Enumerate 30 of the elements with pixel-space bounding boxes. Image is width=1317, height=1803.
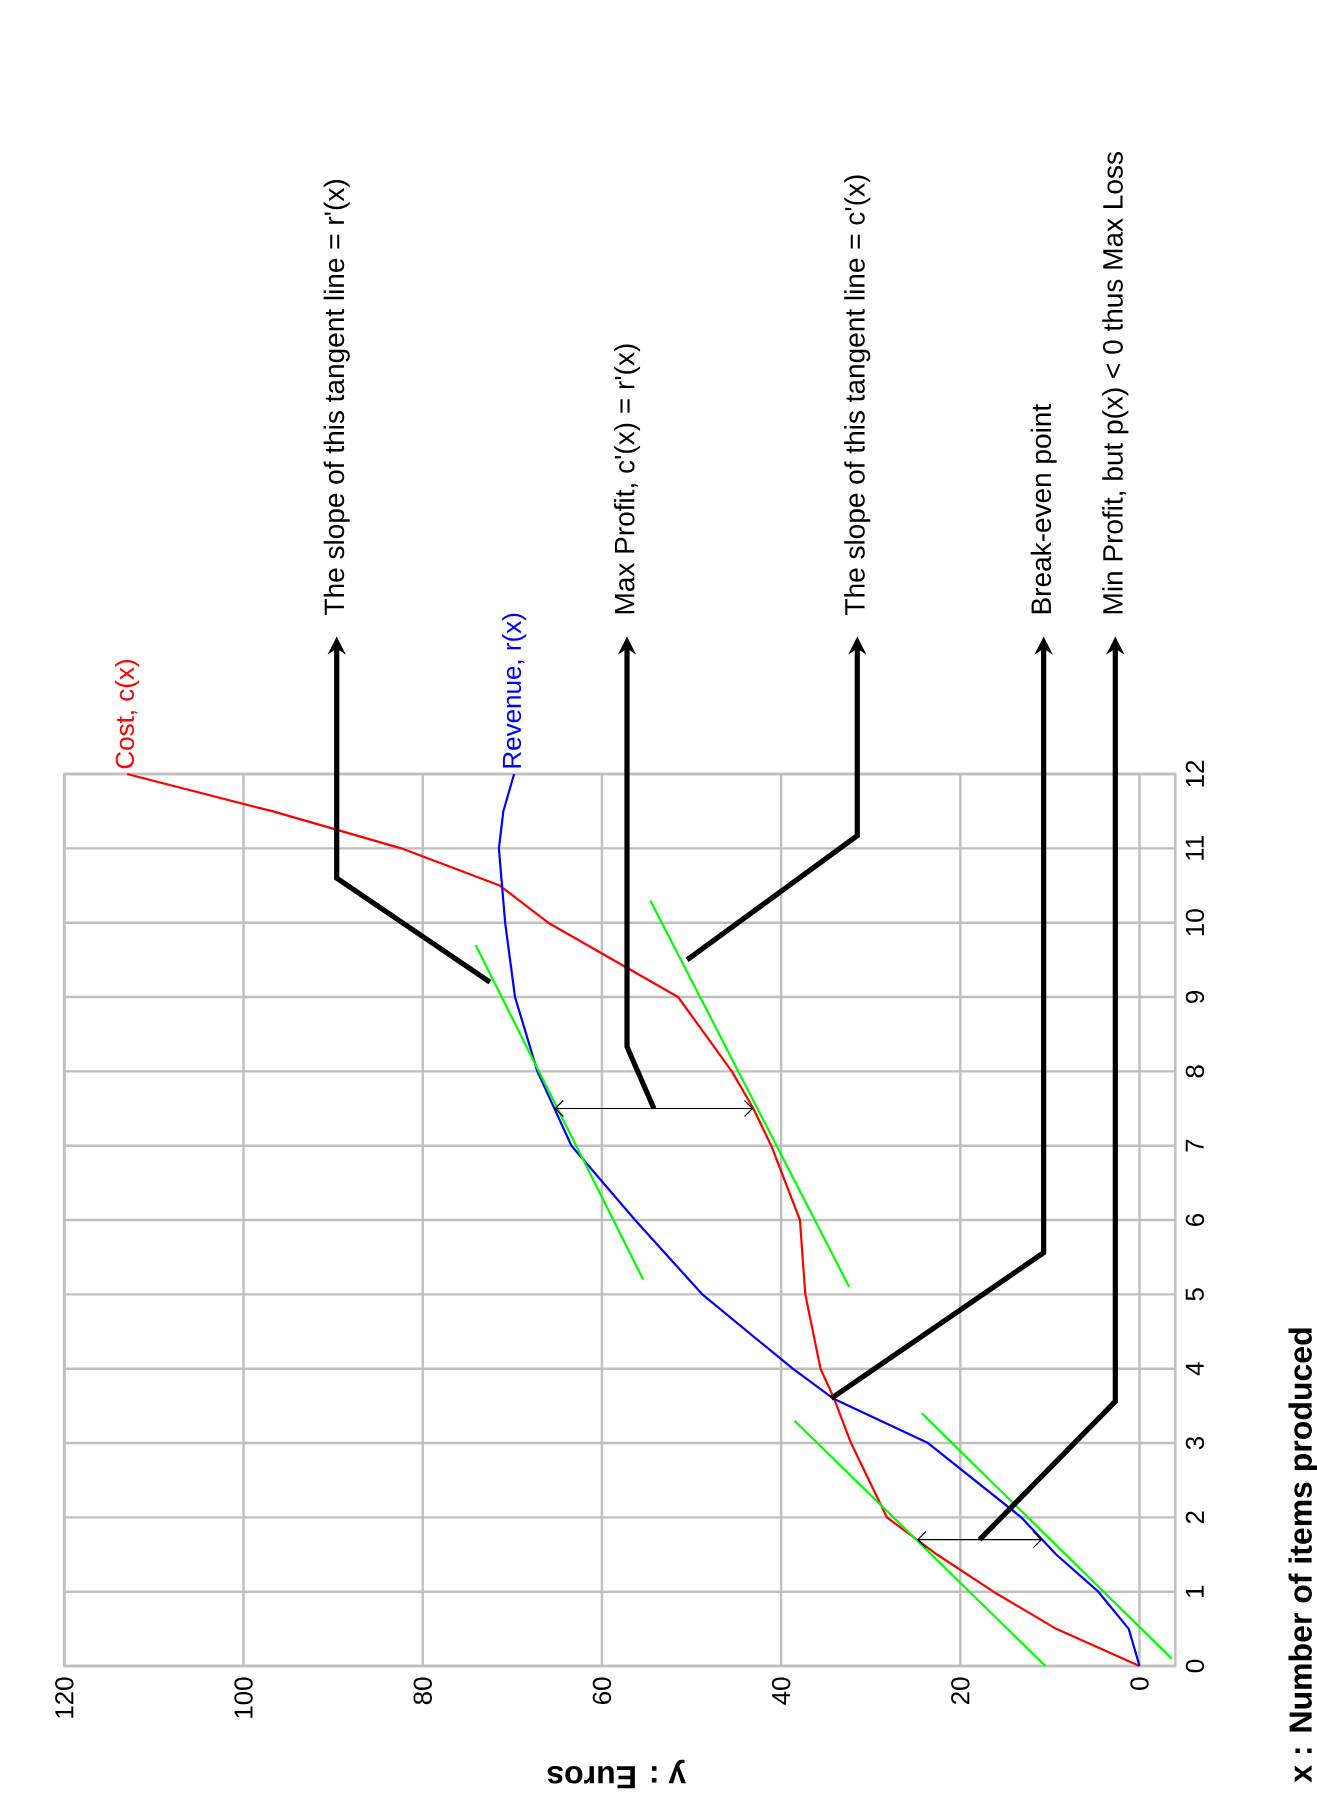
x-tick-label: 40 bbox=[771, 1677, 791, 1705]
y-tick-label: 0 bbox=[1185, 1659, 1204, 1673]
y-tick-label: 6 bbox=[1185, 1213, 1204, 1226]
text: Max Profit, c'(x) = r'(x) bbox=[613, 344, 640, 614]
text: Min Profit, but p(x) < 0 thus Max Loss bbox=[1102, 152, 1129, 614]
text: Revenue, r(x) bbox=[501, 613, 527, 768]
x-tick-label: 20 bbox=[950, 1677, 970, 1705]
y-tick-label: 2 bbox=[1185, 1511, 1204, 1524]
annotation: The slope of this tangent line = c'(x) bbox=[844, 175, 871, 615]
line-series bbox=[497, 772, 1141, 1668]
x-tick-label: 0 bbox=[1130, 1677, 1149, 1690]
x-tick-label: 120 bbox=[54, 1677, 74, 1718]
text: Cost, c(x) bbox=[114, 660, 139, 769]
y-tick-label: 9 bbox=[1185, 991, 1204, 1004]
x-tick-label: 100 bbox=[234, 1677, 253, 1718]
x-axis-title: y : Euros bbox=[547, 1759, 686, 1789]
x-tick-label: 80 bbox=[413, 1677, 432, 1705]
y-tick-label: 7 bbox=[1185, 1139, 1204, 1152]
y-tick-label: 1 bbox=[1185, 1585, 1204, 1597]
y-tick-label: 3 bbox=[1185, 1436, 1204, 1450]
y-tick-label: 11 bbox=[1185, 836, 1204, 860]
y-tick-label: 5 bbox=[1185, 1288, 1204, 1301]
y-tick-label: 10 bbox=[1185, 909, 1204, 936]
y-tick-label: 4 bbox=[1185, 1362, 1204, 1376]
x-tick-label: 60 bbox=[592, 1677, 611, 1705]
line-series bbox=[125, 772, 1141, 1668]
annotation: The slope of this tangent line = r'(x) bbox=[323, 180, 350, 615]
y-tick-label: 12 bbox=[1185, 760, 1204, 787]
y-tick-label: 8 bbox=[1185, 1065, 1204, 1078]
annotation: Break-even point bbox=[1030, 404, 1057, 614]
